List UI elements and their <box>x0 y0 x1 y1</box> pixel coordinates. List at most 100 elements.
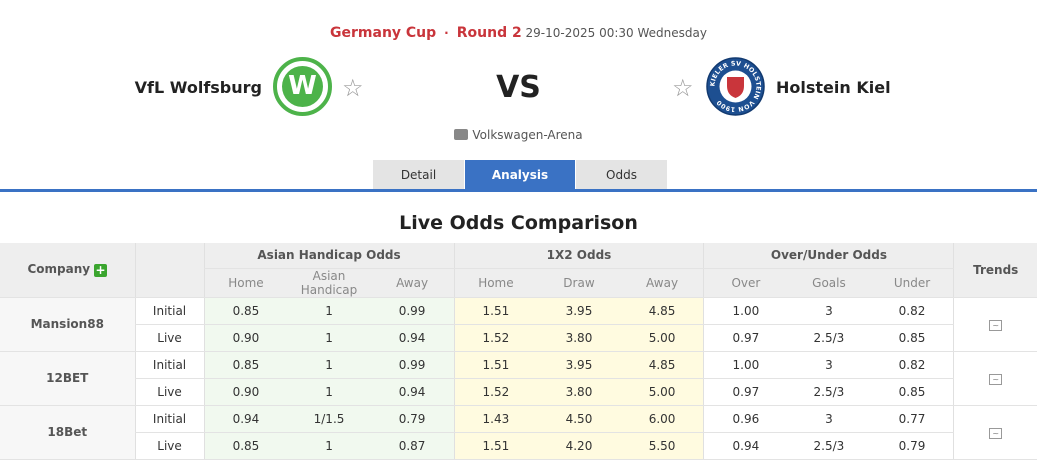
odds-value[interactable]: 0.94 <box>703 432 788 460</box>
odds-value[interactable]: 5.50 <box>620 432 704 460</box>
odds-type: Initial <box>134 351 205 379</box>
odds-value[interactable]: 1.52 <box>453 378 538 406</box>
home-logo-letter: W <box>282 66 323 107</box>
odds-value[interactable]: 6.00 <box>620 405 704 433</box>
away-team-logo[interactable]: KIELER SV HOLSTEIN VON 1900 <box>706 57 765 116</box>
trend-chart-icon[interactable]: ~ <box>989 320 1003 331</box>
odds-value[interactable]: 0.90 <box>203 378 288 406</box>
separator-dot: · <box>444 26 449 40</box>
odds-value[interactable]: 0.94 <box>370 378 454 406</box>
section-title: Live Odds Comparison <box>399 212 638 234</box>
odds-value[interactable]: 1.51 <box>453 297 538 325</box>
odds-value[interactable]: 1 <box>287 297 371 325</box>
odds-value[interactable]: 0.94 <box>203 405 288 433</box>
odds-value[interactable]: 0.87 <box>370 432 454 460</box>
venue-name: Volkswagen-Arena <box>472 128 583 142</box>
odds-value[interactable]: 3 <box>787 405 871 433</box>
odds-type: Initial <box>134 405 205 433</box>
odds-value[interactable]: 1.43 <box>453 405 538 433</box>
subheader-row: Home Asian Handicap Away Home Draw Away Over Go… <box>0 268 1037 298</box>
subheader: Under <box>870 268 954 298</box>
trend-chart-icon[interactable]: ~ <box>989 374 1003 385</box>
odds-value[interactable]: 5.00 <box>620 324 704 352</box>
odds-value[interactable]: 0.96 <box>703 405 788 433</box>
odds-value[interactable]: 0.85 <box>870 378 954 406</box>
odds-value[interactable]: 0.97 <box>703 324 788 352</box>
odds-value[interactable]: 4.50 <box>537 405 621 433</box>
odds-value[interactable]: 1/1.5 <box>287 405 371 433</box>
trend-chart-icon[interactable]: ~ <box>989 428 1003 439</box>
odds-value[interactable]: 3 <box>787 297 871 325</box>
favorite-home-star-icon[interactable]: ☆ <box>342 74 364 102</box>
subheader: Asian Handicap <box>287 268 371 298</box>
odds-value[interactable]: 2.5/3 <box>787 378 871 406</box>
odds-value[interactable]: 1.51 <box>453 351 538 379</box>
favorite-away-star-icon[interactable]: ☆ <box>672 74 694 102</box>
odds-value[interactable]: 0.85 <box>203 297 288 325</box>
away-team-name[interactable]: Holstein Kiel <box>776 78 891 97</box>
league-name[interactable]: Germany Cup <box>330 25 437 41</box>
home-team-name[interactable]: VfL Wolfsburg <box>134 78 262 97</box>
match-datetime: 29-10-2025 00:30 Wednesday <box>525 26 707 40</box>
trends-cell[interactable]: ~ <box>953 405 1037 460</box>
trends-cell[interactable]: ~ <box>953 297 1037 352</box>
odds-value[interactable]: 3.95 <box>537 351 621 379</box>
odds-value[interactable]: 1.51 <box>453 432 538 460</box>
odds-value[interactable]: 1.00 <box>703 351 788 379</box>
odds-value[interactable]: 4.20 <box>537 432 621 460</box>
odds-value[interactable]: 0.85 <box>203 432 288 460</box>
away-logo-graphic: KIELER SV HOLSTEIN VON 1900 <box>706 57 765 116</box>
round: Round 2 <box>456 25 522 41</box>
odds-type-header <box>134 243 205 298</box>
odds-value[interactable]: 0.82 <box>870 351 954 379</box>
stadium-icon <box>454 129 469 140</box>
odds-value[interactable]: 1 <box>287 432 371 460</box>
odds-value[interactable]: 3.80 <box>537 378 621 406</box>
tab-analysis[interactable]: Analysis <box>465 160 575 190</box>
odds-value[interactable]: 0.77 <box>870 405 954 433</box>
odds-value[interactable]: 3 <box>787 351 871 379</box>
trends-cell[interactable]: ~ <box>953 351 1037 406</box>
odds-value[interactable]: 0.99 <box>370 297 454 325</box>
odds-value[interactable]: 4.85 <box>620 351 704 379</box>
odds-value[interactable]: 0.79 <box>370 405 454 433</box>
company-name[interactable]: Mansion88 <box>0 297 136 352</box>
odds-value[interactable]: 0.82 <box>870 297 954 325</box>
company-name[interactable]: 12BET <box>0 351 136 406</box>
table-row: 18Bet Initial 0.94 1/1.5 0.79 1.43 4.50 6.00 0.9… <box>0 405 1037 460</box>
subheader: Home <box>453 268 538 298</box>
odds-value[interactable]: 2.5/3 <box>787 324 871 352</box>
odds-value[interactable]: 1 <box>287 324 371 352</box>
odds-value[interactable]: 0.85 <box>203 351 288 379</box>
add-company-icon[interactable]: + <box>94 263 108 278</box>
subheader: Away <box>370 268 454 298</box>
odds-value[interactable]: 1 <box>287 351 371 379</box>
odds-value[interactable]: 4.85 <box>620 297 704 325</box>
odds-value[interactable]: 0.94 <box>370 324 454 352</box>
trends-header: Trends <box>953 243 1037 298</box>
tab-detail[interactable]: Detail <box>373 160 464 190</box>
odds-value[interactable]: 2.5/3 <box>787 432 871 460</box>
table-row: Live 0.85 1 0.87 1.51 4.20 5.50 0.94 2.5/3 0.79 <box>0 432 1037 460</box>
company-name[interactable]: 18Bet <box>0 405 136 460</box>
odds-value[interactable]: 0.99 <box>370 351 454 379</box>
venue: Volkswagen-Arena <box>0 128 1037 142</box>
tab-odds[interactable]: Odds <box>576 160 667 190</box>
subheader: Over <box>703 268 788 298</box>
odds-value[interactable]: 5.00 <box>620 378 704 406</box>
odds-table-body: Mansion88 Initial 0.85 1 0.99 1.51 3.95 4.85 1.0… <box>0 297 1037 460</box>
vs-label: VS <box>496 70 541 105</box>
odds-value[interactable]: 3.80 <box>537 324 621 352</box>
odds-value[interactable]: 1.52 <box>453 324 538 352</box>
odds-value[interactable]: 3.95 <box>537 297 621 325</box>
odds-value[interactable]: 1.00 <box>703 297 788 325</box>
odds-value[interactable]: 1 <box>287 378 371 406</box>
odds-value[interactable]: 0.97 <box>703 378 788 406</box>
table-row: Mansion88 Initial 0.85 1 0.99 1.51 3.95 4.85 1.0… <box>0 297 1037 352</box>
odds-value[interactable]: 0.90 <box>203 324 288 352</box>
company-header-label: Company <box>27 262 91 277</box>
odds-value[interactable]: 0.85 <box>870 324 954 352</box>
odds-value[interactable]: 0.79 <box>870 432 954 460</box>
table-row: Live 0.90 1 0.94 1.52 3.80 5.00 0.97 2.5/3 0.85 <box>0 324 1037 352</box>
home-team-logo[interactable]: W <box>273 57 332 116</box>
